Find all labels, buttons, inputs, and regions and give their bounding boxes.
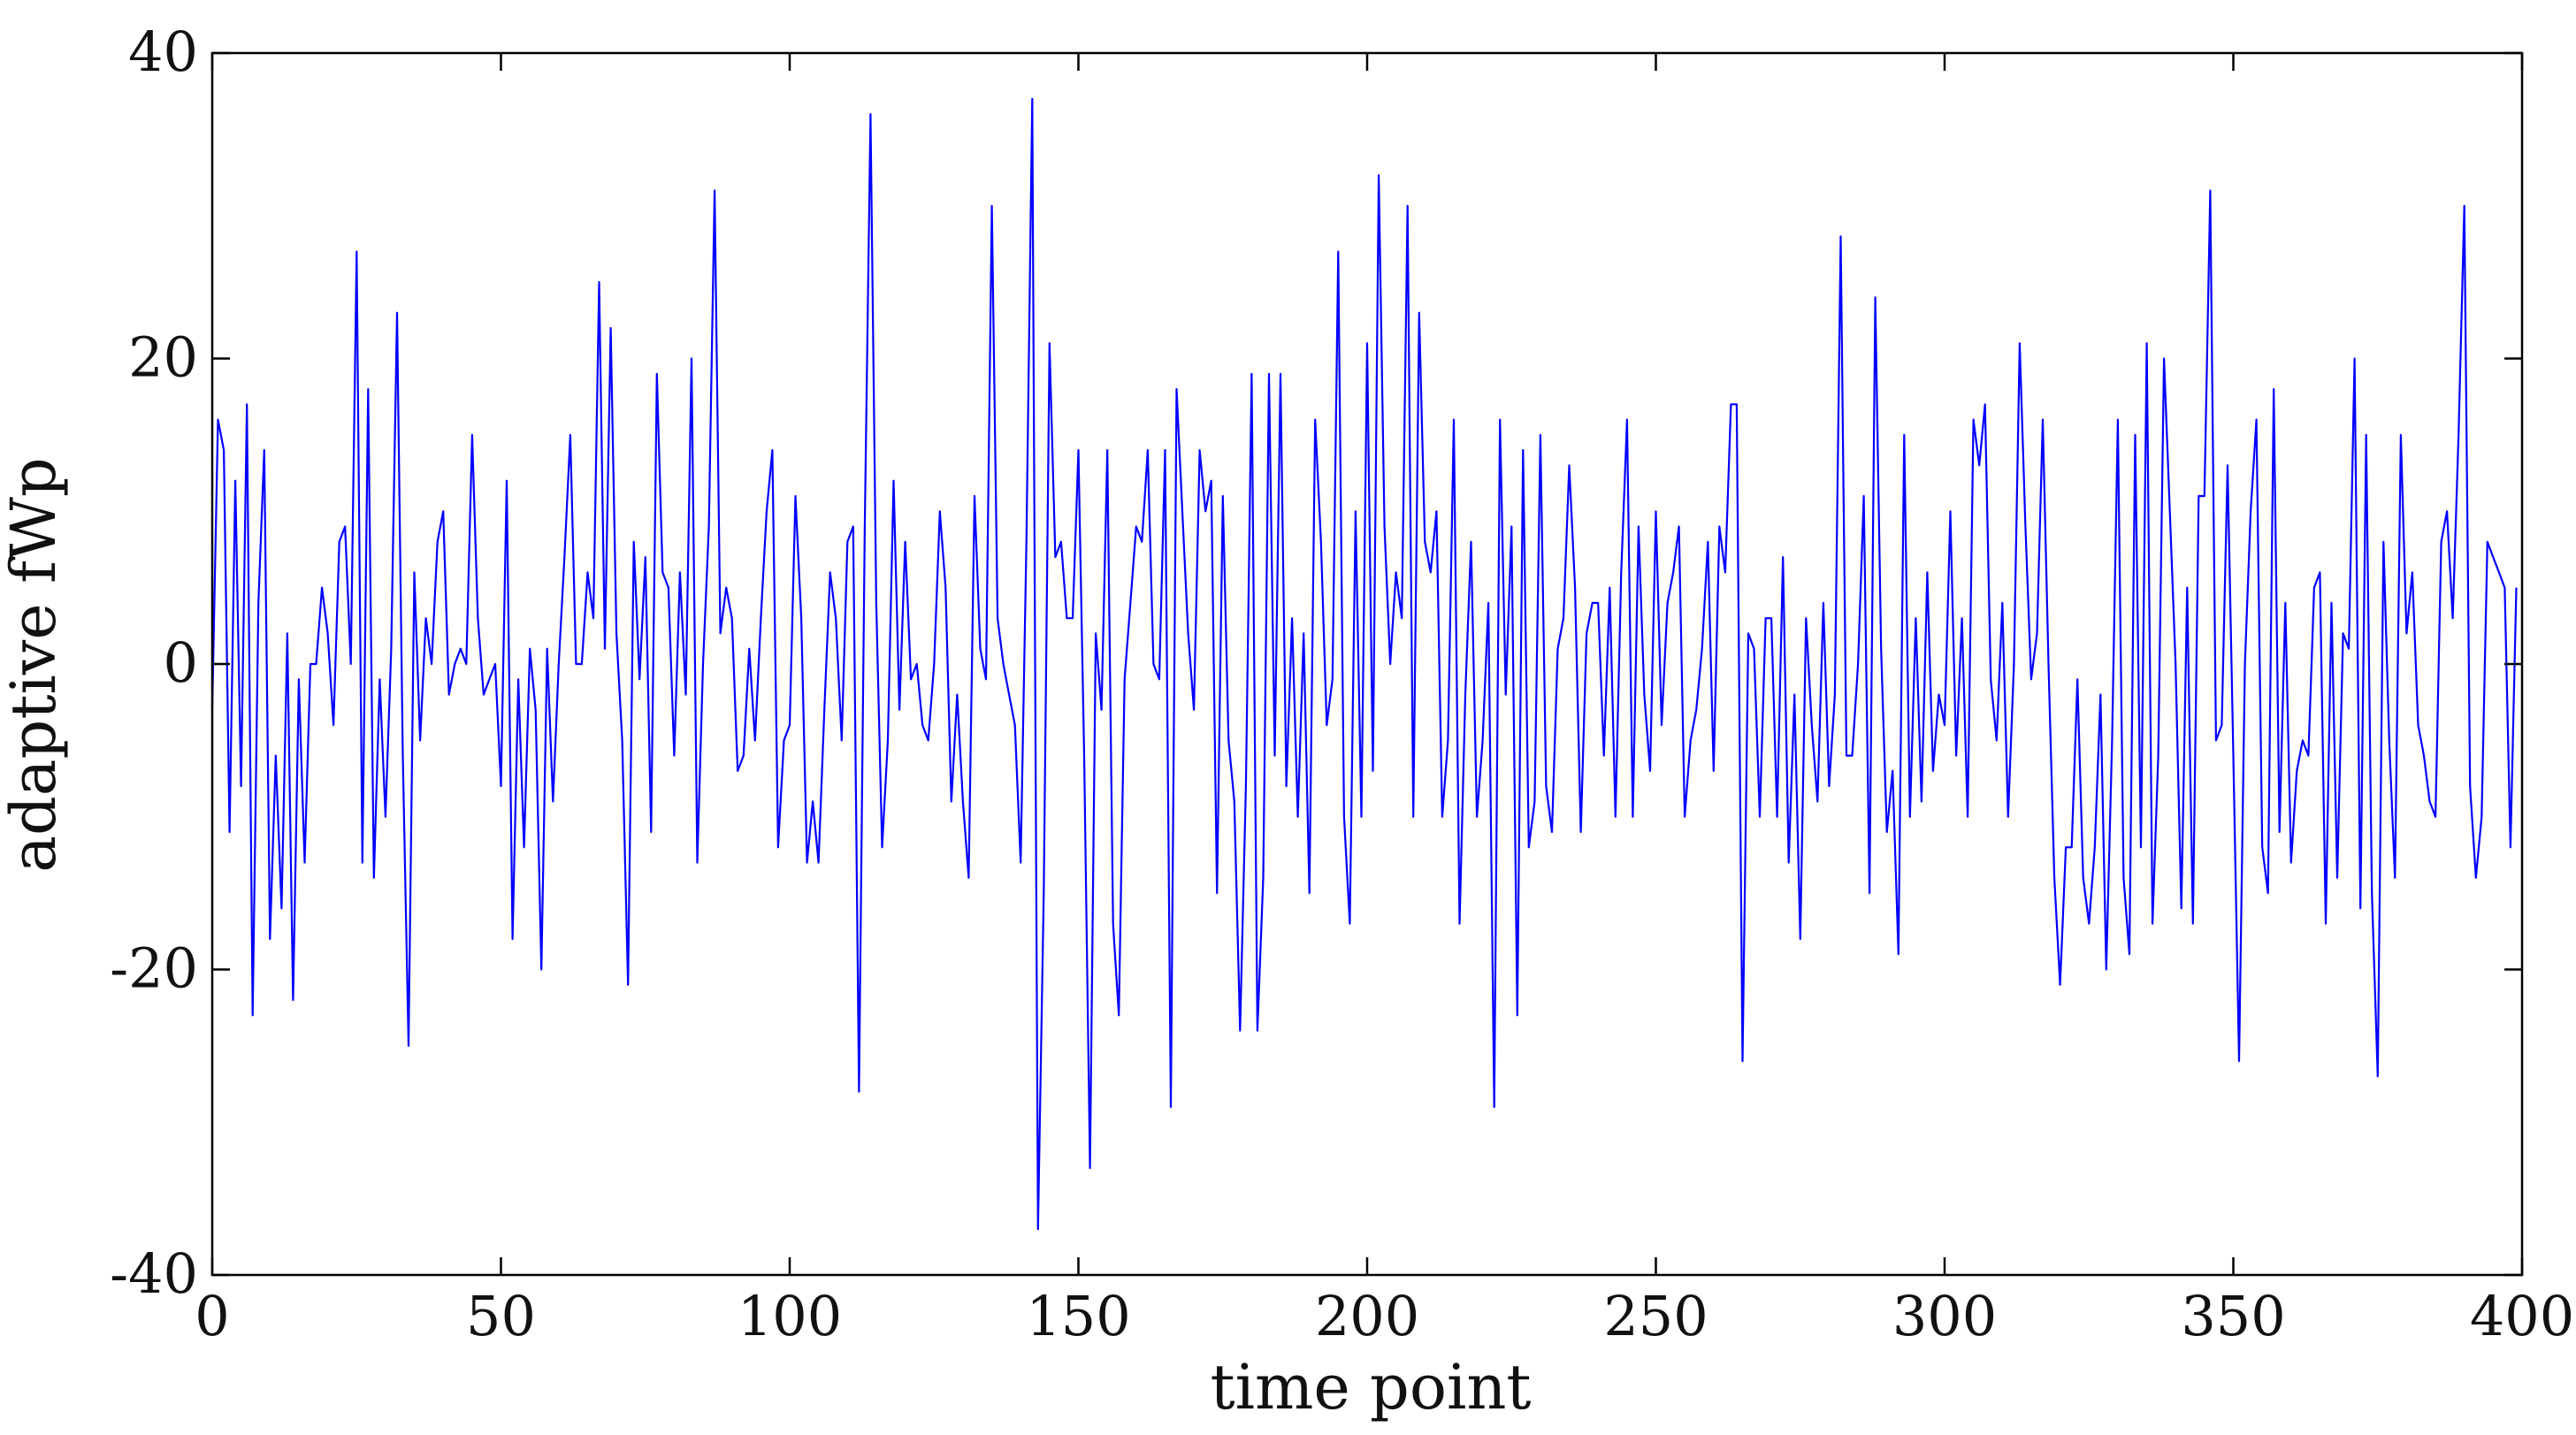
y-axis: 40 20 0 -20 -40 — [110, 19, 2522, 1306]
x-tick-label: 0 — [195, 1284, 229, 1348]
x-tick-label: 50 — [466, 1284, 536, 1348]
plot-area — [210, 51, 2524, 1277]
x-tick-label: 300 — [1892, 1284, 1997, 1348]
x-tick-label: 100 — [738, 1284, 842, 1348]
y-tick-label: 40 — [128, 19, 198, 84]
y-tick-label: 0 — [164, 630, 198, 695]
x-tick-label: 200 — [1315, 1284, 1419, 1348]
series-line — [210, 97, 2518, 1231]
x-tick-label: 250 — [1603, 1284, 1708, 1348]
y-tick-label: 20 — [128, 325, 198, 390]
x-axis-label: time point — [1210, 1351, 1531, 1424]
x-tick-label: 350 — [2181, 1284, 2285, 1348]
x-axis: 0 50 100 150 200 250 300 350 400 — [195, 53, 2574, 1348]
y-tick-label: -20 — [110, 936, 198, 1001]
y-axis-label: adaptive fWp — [0, 457, 70, 873]
x-tick-label: 150 — [1026, 1284, 1130, 1348]
x-tick-label: 400 — [2470, 1284, 2574, 1348]
y-tick-label: -40 — [110, 1241, 198, 1306]
